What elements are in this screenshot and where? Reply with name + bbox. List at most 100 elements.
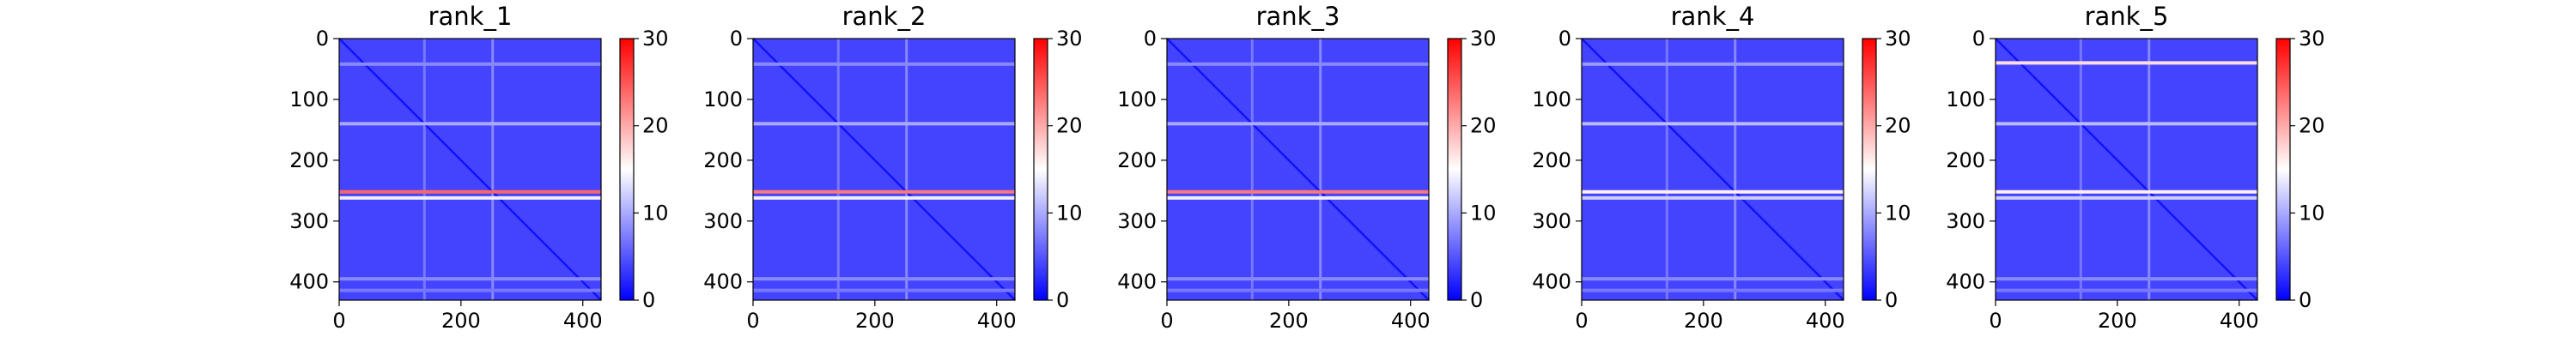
y-tick-label: 0 (1144, 27, 1157, 51)
colorbar-tick-label: 30 (1056, 27, 1083, 51)
y-tick-label: 100 (703, 87, 743, 111)
y-tick-label: 200 (289, 148, 329, 172)
x-tick-label: 400 (1806, 309, 1845, 333)
heatmap-row-band (339, 277, 601, 281)
colorbar (619, 38, 635, 301)
heatmap-row-band (1582, 196, 1844, 200)
heatmap-row-band (753, 196, 1015, 200)
heatmap-row-band (753, 277, 1015, 281)
heatmap-column-band (422, 39, 426, 300)
axes-frame (1995, 38, 2258, 301)
heatmap-diagonal (1995, 38, 2258, 301)
y-tick-label: 0 (316, 27, 329, 51)
heatmap-row-band (753, 288, 1015, 292)
heatmap-row-band (1996, 288, 2257, 292)
heatmap-column-band (905, 39, 908, 300)
heatmap-column-band (1250, 39, 1254, 300)
colorbar-tick-label: 0 (1056, 288, 1069, 312)
heatmap-row-band (339, 62, 601, 66)
heatmap-row-band (1582, 122, 1844, 126)
heatmap-row-band (339, 190, 601, 194)
heatmap-row-band (1996, 277, 2257, 281)
colorbar-tick-label: 10 (1470, 201, 1497, 225)
heatmap-diagonal (752, 38, 1016, 301)
heatmap-row-band (1167, 288, 1429, 292)
heatmap-row-band (1582, 277, 1844, 281)
colorbar-tick-label: 20 (1056, 114, 1083, 138)
axes-frame (1166, 38, 1430, 301)
y-tick-label: 200 (1946, 148, 1985, 172)
heatmap-column-band (491, 39, 495, 300)
colorbar-tick-label: 20 (1885, 114, 1911, 138)
colorbar-tick-label: 10 (2299, 201, 2325, 225)
y-tick-label: 100 (1946, 87, 1985, 111)
colorbar-tick-label: 30 (2299, 27, 2325, 51)
heatmap-row-band (1996, 196, 2257, 200)
heatmap-column-band (1665, 39, 1668, 300)
heatmap-row-band (339, 122, 601, 126)
colorbar-tick-label: 30 (642, 27, 669, 51)
heatmap-column-band (1319, 39, 1322, 300)
heatmap-panels: rank_10 200 40001002003004000102030rank_20… (289, 2, 2324, 333)
panel-title: rank_5 (2085, 2, 2169, 31)
y-tick-label: 400 (1532, 270, 1571, 294)
y-tick-label: 300 (289, 209, 329, 233)
colorbar-tick-label: 0 (1885, 288, 1898, 312)
heatmap-row-band (1582, 62, 1844, 66)
x-tick-label: 0 (1160, 309, 1173, 333)
heatmap-row-band (753, 190, 1015, 194)
colorbar (2275, 38, 2291, 301)
y-tick-label: 400 (1117, 270, 1157, 294)
panel-title: rank_1 (428, 2, 513, 31)
colorbar-tick-label: 20 (642, 114, 669, 138)
heatmap-row-band (1167, 122, 1429, 126)
heatmap-column-band (836, 39, 840, 300)
heatmap-row-band (1996, 61, 2257, 65)
colorbar-tick-label: 30 (1885, 27, 1911, 51)
x-tick-label: 400 (563, 309, 603, 333)
x-tick-label: 200 (441, 309, 481, 333)
y-tick-label: 300 (1532, 209, 1571, 233)
y-tick-label: 300 (703, 209, 743, 233)
panel-title: rank_2 (842, 2, 927, 31)
y-tick-label: 200 (703, 148, 743, 172)
x-tick-label: 0 (746, 309, 759, 333)
axes-frame (338, 38, 602, 301)
y-tick-label: 200 (1117, 148, 1157, 172)
colorbar-tick-label: 10 (1056, 201, 1083, 225)
colorbar-tick-label: 0 (642, 288, 655, 312)
colorbar-tick-label: 20 (2299, 114, 2325, 138)
colorbar-tick-label: 10 (1885, 201, 1911, 225)
x-tick-label: 0 (1989, 309, 2002, 333)
heatmap-diagonal (1166, 38, 1430, 301)
colorbar-tick-label: 0 (2299, 288, 2312, 312)
heatmap-row-band (1996, 190, 2257, 194)
heatmap-column-band (2148, 39, 2151, 300)
x-tick-label: 200 (855, 309, 895, 333)
heatmap-row-band (1167, 277, 1429, 281)
heatmap-row-band (1167, 190, 1429, 194)
y-tick-label: 100 (1532, 87, 1571, 111)
y-tick-label: 0 (1558, 27, 1571, 51)
y-tick-label: 400 (703, 270, 743, 294)
colorbar (1862, 38, 1877, 301)
heatmap-row-band (1582, 190, 1844, 194)
x-tick-label: 200 (1684, 309, 1723, 333)
colorbar-tick-label: 20 (1470, 114, 1497, 138)
colorbar-tick-label: 10 (642, 201, 669, 225)
heatmap-diagonal (1581, 38, 1844, 301)
heatmap-row-band (753, 122, 1015, 126)
y-tick-label: 400 (289, 270, 329, 294)
y-tick-label: 100 (1117, 87, 1157, 111)
heatmap-row-band (753, 62, 1015, 66)
y-tick-label: 0 (730, 27, 743, 51)
y-tick-label: 400 (1946, 270, 1985, 294)
colorbar-tick-label: 30 (1470, 27, 1497, 51)
x-tick-label: 0 (1575, 309, 1588, 333)
y-tick-label: 300 (1946, 209, 1985, 233)
